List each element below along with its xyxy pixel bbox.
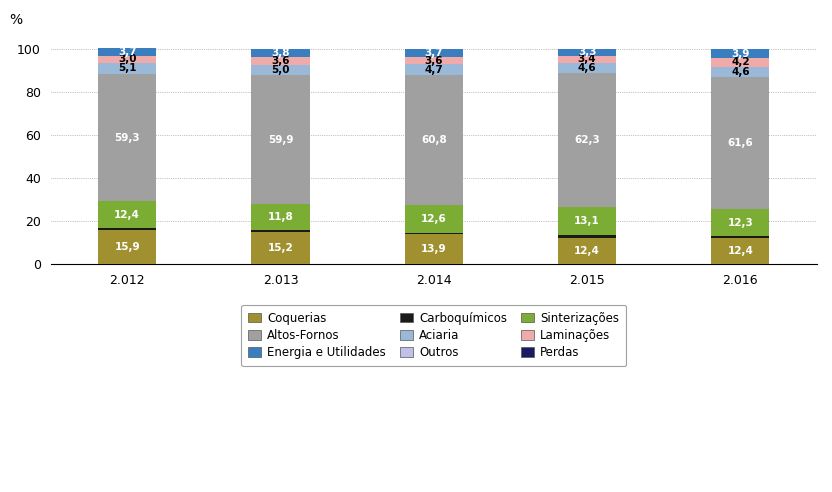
Bar <box>98 48 156 56</box>
Text: 59,3: 59,3 <box>115 132 140 143</box>
Bar <box>558 56 617 63</box>
Bar <box>251 204 310 230</box>
Bar <box>251 75 310 204</box>
Bar <box>251 64 310 75</box>
Bar <box>404 234 463 264</box>
Bar <box>98 201 156 228</box>
Text: 3,6: 3,6 <box>424 56 443 65</box>
Text: 3,3: 3,3 <box>577 47 597 57</box>
Bar <box>711 236 770 238</box>
Text: 3,7: 3,7 <box>118 47 136 57</box>
Text: 3,0: 3,0 <box>118 55 136 64</box>
Text: 4,6: 4,6 <box>731 67 750 77</box>
Bar <box>404 49 463 57</box>
Bar <box>98 62 156 74</box>
Text: 61,6: 61,6 <box>727 138 753 148</box>
Text: 3,6: 3,6 <box>271 56 290 66</box>
Bar <box>558 63 617 73</box>
Bar <box>558 207 617 236</box>
Text: 4,2: 4,2 <box>731 57 750 67</box>
Bar <box>251 230 310 232</box>
Bar <box>404 206 463 233</box>
Text: 11,8: 11,8 <box>268 212 294 222</box>
Bar <box>251 57 310 64</box>
Bar <box>98 56 156 62</box>
Text: 3,7: 3,7 <box>424 48 443 58</box>
Bar <box>251 49 310 57</box>
Bar <box>98 228 156 230</box>
Bar <box>711 49 770 58</box>
Text: 12,6: 12,6 <box>421 214 447 224</box>
Text: 12,4: 12,4 <box>114 210 140 220</box>
Bar <box>558 236 617 238</box>
Legend: Coquerias, Altos-Fornos, Energia e Utilidades, Carboquímicos, Aciaria, Outros, S: Coquerias, Altos-Fornos, Energia e Utili… <box>241 305 626 366</box>
Bar <box>404 57 463 64</box>
Bar <box>404 75 463 206</box>
Text: 5,1: 5,1 <box>118 63 136 73</box>
Bar <box>711 77 770 210</box>
Bar <box>98 74 156 201</box>
Text: 4,7: 4,7 <box>424 64 443 74</box>
Bar <box>711 238 770 264</box>
Text: 59,9: 59,9 <box>268 135 293 145</box>
Bar <box>404 64 463 75</box>
Text: 15,2: 15,2 <box>268 243 294 253</box>
Bar <box>711 210 770 236</box>
Text: 12,4: 12,4 <box>574 246 600 256</box>
Text: 5,0: 5,0 <box>271 65 290 75</box>
Bar <box>404 233 463 234</box>
Text: 3,8: 3,8 <box>271 48 290 58</box>
Bar <box>711 67 770 77</box>
Text: 60,8: 60,8 <box>421 135 447 145</box>
Text: 62,3: 62,3 <box>574 135 600 145</box>
Bar <box>98 230 156 264</box>
Y-axis label: %: % <box>9 13 22 27</box>
Bar <box>558 238 617 264</box>
Bar <box>251 232 310 264</box>
Bar <box>558 49 617 56</box>
Text: 4,6: 4,6 <box>577 63 597 73</box>
Text: 13,9: 13,9 <box>421 245 447 254</box>
Text: 12,4: 12,4 <box>727 246 753 256</box>
Text: 3,4: 3,4 <box>577 55 597 64</box>
Text: 13,1: 13,1 <box>574 216 600 226</box>
Bar <box>711 58 770 67</box>
Text: 12,3: 12,3 <box>727 217 753 228</box>
Bar <box>558 73 617 207</box>
Text: 3,9: 3,9 <box>731 49 750 59</box>
Text: 15,9: 15,9 <box>115 242 140 252</box>
